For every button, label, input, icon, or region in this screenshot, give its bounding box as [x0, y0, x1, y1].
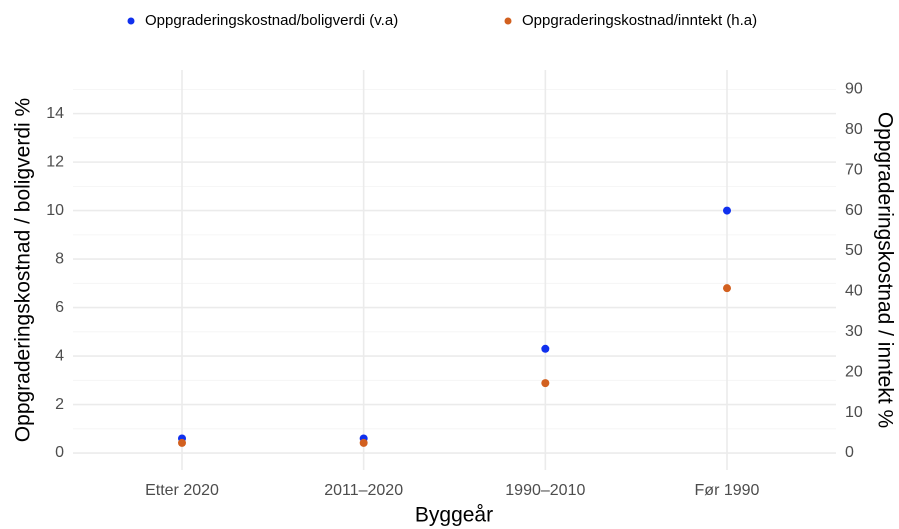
x-tick-label: Etter 2020 — [145, 482, 219, 499]
y2-tick-label: 70 — [845, 161, 863, 178]
x-tick-label: Før 1990 — [695, 482, 760, 499]
y2-tick-label: 40 — [845, 283, 863, 300]
y2-tick-label: 0 — [845, 444, 854, 461]
y2-tick-label: 10 — [845, 404, 863, 421]
y-tick-label: 8 — [55, 250, 64, 267]
point — [723, 284, 731, 293]
y2-tick-label: 80 — [845, 121, 863, 138]
y-tick-label: 2 — [55, 396, 64, 413]
legend-label: Oppgraderingskostnad/boligverdi (v.a) — [145, 12, 398, 29]
y2-axis-title: Oppgraderingskostnad / inntekt % — [873, 112, 896, 428]
y-tick-label: 4 — [55, 347, 64, 364]
y-tick-label: 10 — [46, 202, 64, 219]
y2-tick-label: 90 — [845, 81, 863, 98]
point — [178, 438, 186, 447]
point — [541, 379, 550, 388]
y-tick-label: 6 — [55, 299, 64, 316]
y2-tick-label: 30 — [845, 323, 863, 340]
x-tick-label: 2011–2020 — [324, 482, 403, 499]
x-tick-label: 1990–2010 — [505, 482, 585, 499]
y-tick-label: 14 — [46, 105, 64, 122]
point — [723, 206, 731, 215]
y-axis-title: Oppgraderingskostnad / boligverdi % — [12, 98, 35, 442]
y2-tick-label: 20 — [845, 363, 863, 380]
x-axis-title: Byggeår — [415, 504, 493, 527]
legend-marker — [504, 17, 512, 25]
y-tick-label: 12 — [46, 153, 64, 170]
legend-marker — [127, 17, 135, 25]
point — [359, 438, 368, 447]
legend-label: Oppgraderingskostnad/inntekt (h.a) — [522, 12, 757, 29]
y2-tick-label: 60 — [845, 202, 863, 219]
point — [541, 344, 550, 353]
y2-tick-label: 50 — [845, 242, 863, 259]
y-tick-label: 0 — [55, 444, 64, 461]
